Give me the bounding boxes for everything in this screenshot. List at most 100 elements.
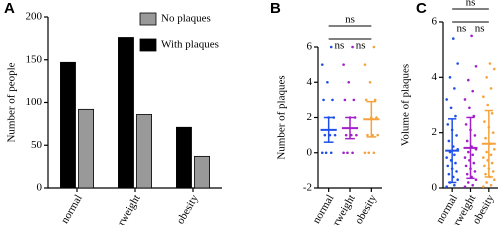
data-point bbox=[342, 151, 345, 155]
y-tick-label: 0 bbox=[432, 182, 438, 194]
data-point bbox=[324, 151, 328, 155]
y-tick-label: 0 bbox=[307, 146, 313, 158]
data-point bbox=[352, 98, 356, 102]
data-point bbox=[486, 103, 490, 107]
data-point bbox=[463, 185, 467, 188]
data-point bbox=[447, 172, 451, 176]
data-point bbox=[491, 131, 495, 134]
data-point bbox=[320, 151, 324, 155]
y-tick-label: 4 bbox=[307, 76, 313, 88]
data-point bbox=[351, 151, 354, 155]
data-point bbox=[346, 151, 349, 155]
data-point bbox=[343, 98, 347, 102]
y-tick-label: 150 bbox=[26, 53, 43, 65]
y-tick-label: 100 bbox=[26, 96, 43, 108]
data-point bbox=[329, 45, 333, 49]
data-point bbox=[333, 133, 337, 137]
bar bbox=[60, 61, 76, 189]
data-point bbox=[364, 98, 368, 102]
data-point bbox=[363, 151, 367, 155]
data-point bbox=[488, 62, 492, 65]
data-point bbox=[483, 164, 486, 168]
data-point bbox=[367, 151, 371, 155]
data-point bbox=[453, 183, 456, 187]
data-point bbox=[366, 133, 369, 137]
data-point bbox=[329, 151, 333, 155]
data-point bbox=[446, 123, 450, 126]
data-point bbox=[455, 134, 458, 137]
panel-label: C bbox=[416, 0, 427, 17]
data-point bbox=[456, 178, 459, 181]
data-point bbox=[465, 172, 469, 176]
y-tick-label: 6 bbox=[307, 41, 313, 53]
y-tick-label: 50 bbox=[31, 139, 43, 151]
data-point bbox=[473, 134, 477, 137]
data-point bbox=[473, 170, 477, 173]
data-point bbox=[372, 45, 376, 49]
data-point bbox=[464, 123, 468, 126]
data-point bbox=[471, 183, 475, 187]
data-point bbox=[451, 37, 455, 40]
data-point bbox=[375, 116, 378, 119]
data-point bbox=[490, 161, 494, 165]
data-point bbox=[454, 161, 457, 165]
y-tick-label: 2 bbox=[307, 111, 313, 123]
data-point bbox=[463, 156, 467, 159]
legend-label: No plaques bbox=[161, 13, 211, 25]
data-point bbox=[483, 120, 486, 123]
data-point bbox=[474, 64, 478, 68]
data-point bbox=[331, 98, 334, 102]
data-point bbox=[474, 178, 478, 181]
y-axis-label: Number of people bbox=[6, 62, 18, 142]
x-tick-label: overweight bbox=[108, 193, 143, 225]
data-point bbox=[489, 153, 493, 157]
data-point bbox=[323, 133, 327, 137]
data-point bbox=[465, 139, 469, 143]
data-point bbox=[463, 98, 467, 101]
significance-label: ns bbox=[466, 0, 476, 9]
y-tick-label: 6 bbox=[432, 16, 438, 28]
data-point bbox=[448, 76, 452, 79]
panel-label: A bbox=[4, 0, 15, 17]
data-point bbox=[449, 106, 453, 110]
data-point bbox=[485, 76, 488, 79]
bar bbox=[194, 155, 210, 189]
data-point bbox=[373, 98, 377, 102]
data-point bbox=[376, 133, 380, 137]
legend-label: With plaques bbox=[161, 39, 219, 51]
data-point bbox=[351, 45, 354, 49]
data-point bbox=[322, 98, 325, 102]
data-point bbox=[347, 80, 351, 84]
significance-label: ns bbox=[475, 23, 485, 35]
bar bbox=[78, 108, 94, 189]
data-point bbox=[482, 156, 485, 159]
data-point bbox=[355, 133, 358, 137]
significance-label: ns bbox=[334, 40, 344, 52]
data-point bbox=[445, 185, 448, 188]
data-point bbox=[342, 63, 345, 66]
data-point bbox=[464, 164, 468, 168]
data-point bbox=[482, 95, 485, 98]
legend-swatch bbox=[139, 12, 157, 26]
y-tick-label: 4 bbox=[432, 71, 438, 83]
x-tick-label: obesity bbox=[175, 192, 202, 225]
data-point bbox=[368, 80, 372, 84]
y-tick-label: 2 bbox=[432, 126, 438, 138]
y-axis-label: Number of plaques bbox=[276, 75, 288, 159]
data-point bbox=[456, 62, 459, 65]
data-point bbox=[472, 161, 476, 165]
data-point bbox=[320, 63, 324, 66]
significance-label: ns bbox=[456, 23, 466, 35]
data-point bbox=[484, 172, 487, 176]
data-point bbox=[489, 87, 493, 90]
legend-swatch bbox=[139, 38, 157, 52]
y-axis-label: Volume of plaques bbox=[400, 64, 412, 146]
data-point bbox=[471, 153, 475, 157]
data-point bbox=[445, 98, 448, 101]
data-point bbox=[467, 181, 470, 184]
bar bbox=[176, 126, 192, 189]
data-point bbox=[446, 164, 450, 168]
data-point bbox=[468, 106, 471, 110]
data-point bbox=[467, 78, 470, 82]
